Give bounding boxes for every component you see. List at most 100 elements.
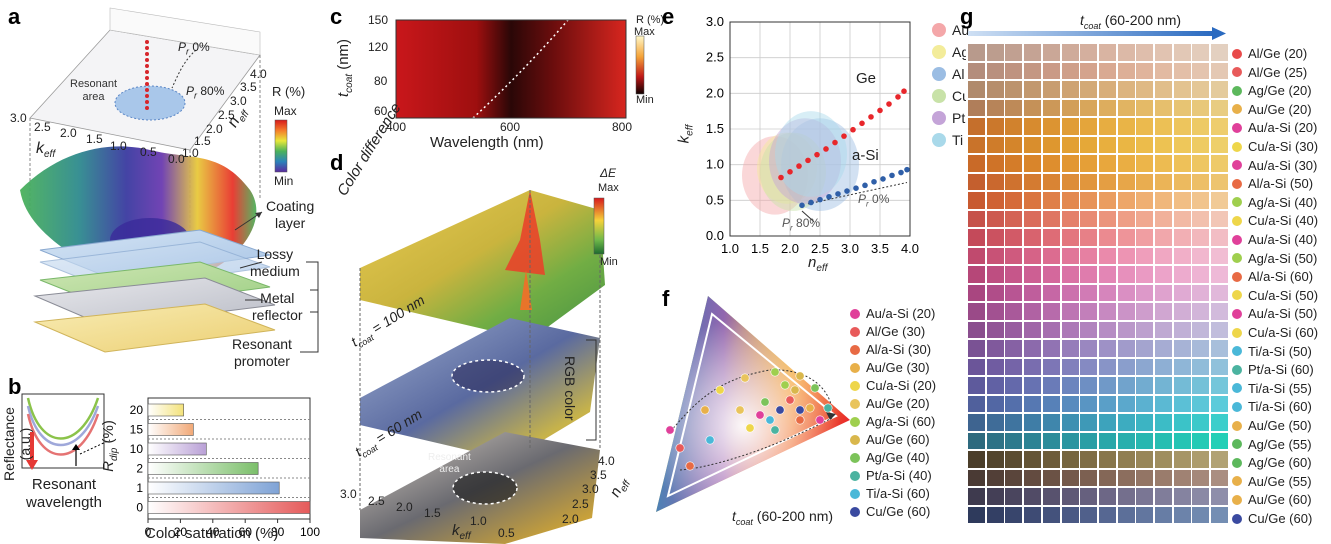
color-swatch [1005, 99, 1023, 117]
panel-a-pr0-label: Pr 0% [178, 40, 210, 57]
color-swatch [1155, 358, 1172, 376]
color-swatch [1155, 192, 1172, 209]
panel-a-pr80-label: Pr 80% [186, 84, 225, 101]
color-swatch [1136, 155, 1154, 172]
legend-swatch [850, 452, 860, 463]
color-swatch [1192, 81, 1210, 98]
color-swatch [1192, 395, 1210, 413]
panel-e-legend: Au Ag Al Cu Pt Ti [932, 22, 992, 172]
color-swatch [1117, 118, 1135, 135]
color-swatch [1173, 118, 1191, 135]
color-swatch [1098, 358, 1116, 376]
x-tick-label: 4.0 [901, 241, 919, 256]
bar-0 [147, 501, 311, 514]
color-swatch [986, 81, 1004, 98]
y-tick-label: 2.5 [706, 50, 724, 65]
color-swatch [1080, 44, 1098, 61]
color-swatch [1211, 229, 1229, 246]
color-point [815, 415, 825, 425]
color-swatch [1024, 229, 1042, 246]
color-swatch [1136, 247, 1154, 265]
color-swatch [986, 414, 1004, 431]
color-swatch [1042, 173, 1060, 191]
legend-item: Cu/a-Si (20) [850, 378, 936, 393]
color-swatch [1080, 247, 1098, 265]
color-swatch [986, 321, 1004, 339]
legend-item: Au/Ge (55) [1232, 474, 1312, 489]
color-swatch [1024, 247, 1042, 265]
color-swatch [968, 358, 985, 376]
color-point [715, 385, 725, 395]
color-point [745, 423, 755, 433]
point-Ge [901, 88, 907, 94]
legend-swatch [850, 506, 860, 517]
panel-a-rbar-min: Min [274, 174, 294, 188]
color-swatch [1155, 247, 1172, 265]
color-swatch [1117, 506, 1135, 524]
point-a-Si [844, 188, 850, 194]
color-swatch [1005, 284, 1023, 302]
panel-label-b: b [8, 374, 22, 399]
color-swatch [1173, 192, 1191, 209]
color-swatch [1192, 99, 1210, 117]
color-swatch [1061, 81, 1079, 98]
color-swatch [1136, 266, 1154, 283]
color-swatch [1211, 377, 1229, 394]
color-swatch [1080, 136, 1098, 154]
color-swatch [1098, 229, 1116, 246]
legend-label: Au/Ge (50) [1248, 418, 1312, 433]
legend-label: Cu/a-Si (60) [1248, 325, 1319, 340]
legend-item: Au/a-Si (20) [850, 306, 935, 321]
color-swatch [1117, 210, 1135, 228]
legend-label: Cu/a-Si (50) [1248, 287, 1319, 303]
color-swatch [968, 414, 985, 431]
legend-item-Pt: Pt [932, 110, 965, 126]
color-swatch [1080, 340, 1098, 357]
color-swatch [1080, 395, 1098, 413]
color-swatch [1192, 414, 1210, 431]
legend-swatch [850, 326, 860, 337]
color-swatch [1173, 44, 1191, 61]
legend-label: Ag [952, 44, 970, 60]
legend-swatch [850, 470, 860, 481]
color-swatch [968, 229, 985, 246]
color-swatch [1211, 469, 1229, 487]
panel-d-rgb-label: RGB color [562, 356, 578, 421]
color-swatch [968, 377, 985, 394]
color-swatch [1080, 284, 1098, 302]
x-tick-label: 2.5 [811, 241, 829, 256]
color-swatch [1098, 506, 1116, 524]
color-swatch [1005, 192, 1023, 209]
region-Ti [775, 111, 847, 197]
color-swatch [1117, 321, 1135, 339]
point-a-Si [826, 193, 832, 200]
color-swatch [1155, 488, 1172, 505]
color-swatch [1192, 340, 1210, 357]
legend-label: Au [952, 22, 970, 38]
color-swatch [1061, 118, 1079, 135]
legend-label: Ti/a-Si (60) [1248, 399, 1312, 415]
x-tick-label: 40 [206, 525, 220, 539]
color-swatch [1061, 266, 1079, 283]
color-swatch [1024, 377, 1042, 394]
point-a-Si [880, 176, 886, 182]
color-swatch [1173, 266, 1191, 283]
color-swatch [1042, 62, 1060, 80]
color-swatch [1136, 210, 1154, 228]
color-swatch [1005, 44, 1023, 61]
color-swatch [1192, 377, 1210, 394]
color-swatch [1192, 506, 1210, 524]
color-swatch [1098, 99, 1116, 117]
legend-item: Cu/a-Si (50) [1232, 288, 1318, 303]
color-point [785, 395, 795, 405]
point-Ge [787, 169, 793, 175]
color-swatch [1042, 99, 1060, 117]
legend-label: Pt/a-Si (60) [1248, 362, 1314, 378]
y-tick-label: 1.5 [706, 121, 724, 136]
color-swatch [986, 155, 1004, 172]
color-swatch [1136, 506, 1154, 524]
color-swatch [1024, 451, 1042, 468]
legend-item: Ag/a-Si (50) [1232, 251, 1317, 266]
color-swatch [968, 155, 985, 172]
color-swatch [1211, 284, 1229, 302]
